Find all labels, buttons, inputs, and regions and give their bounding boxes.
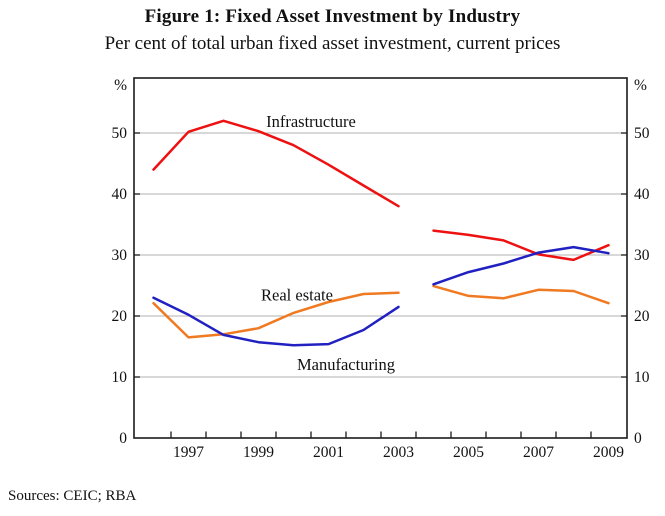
x-axis-label: 1997 bbox=[173, 444, 204, 461]
y-axis-unit-left: % bbox=[114, 77, 127, 94]
series-line-manufacturing bbox=[432, 245, 610, 286]
x-axis-label: 2009 bbox=[593, 444, 624, 461]
x-axis-label: 2005 bbox=[453, 444, 484, 461]
series-line-infrastructure bbox=[432, 229, 610, 262]
y-axis-label-left: 30 bbox=[112, 247, 128, 264]
y-axis-label-left: 20 bbox=[112, 308, 128, 325]
y-axis-label-right: 40 bbox=[634, 186, 650, 203]
y-axis-label-left: 40 bbox=[112, 186, 128, 203]
x-axis-label: 2001 bbox=[313, 444, 344, 461]
series-line-manufacturing bbox=[152, 296, 400, 347]
x-axis-label: 2003 bbox=[383, 444, 414, 461]
y-axis-label-left: 50 bbox=[112, 125, 128, 142]
figure-title: Figure 1: Fixed Asset Investment by Indu… bbox=[144, 6, 521, 27]
y-axis-label-right: 30 bbox=[634, 247, 650, 264]
series-label-manufacturing: Manufacturing bbox=[297, 355, 395, 374]
series-label-real-estate: Real estate bbox=[261, 285, 333, 304]
source-note: Sources: CEIC; RBA bbox=[8, 488, 137, 504]
y-axis-label-right: 50 bbox=[634, 125, 650, 142]
series-line-real-estate bbox=[432, 284, 610, 305]
series-line-infrastructure bbox=[152, 119, 400, 208]
series-line-real-estate bbox=[152, 291, 400, 339]
line-chart-canvas: 0 0 10 10 20 20 30 30 40 40 50 50% % 1997 1999 2001 2003… bbox=[112, 77, 650, 461]
y-axis-label-right: 20 bbox=[634, 308, 650, 325]
x-axis-label: 2007 bbox=[523, 444, 554, 461]
figure-subtitle: Per cent of total urban fixed asset inve… bbox=[104, 33, 561, 54]
series-label-infrastructure: Infrastructure bbox=[266, 112, 356, 131]
x-axis-label: 1999 bbox=[243, 444, 274, 461]
y-axis-label-right: 10 bbox=[634, 369, 650, 386]
y-axis-label-left: 10 bbox=[112, 369, 128, 386]
y-axis-unit-right: % bbox=[634, 77, 647, 94]
y-axis-label-right: 0 bbox=[634, 430, 642, 447]
y-axis-label-left: 0 bbox=[119, 430, 127, 447]
plot-frame bbox=[133, 77, 628, 439]
